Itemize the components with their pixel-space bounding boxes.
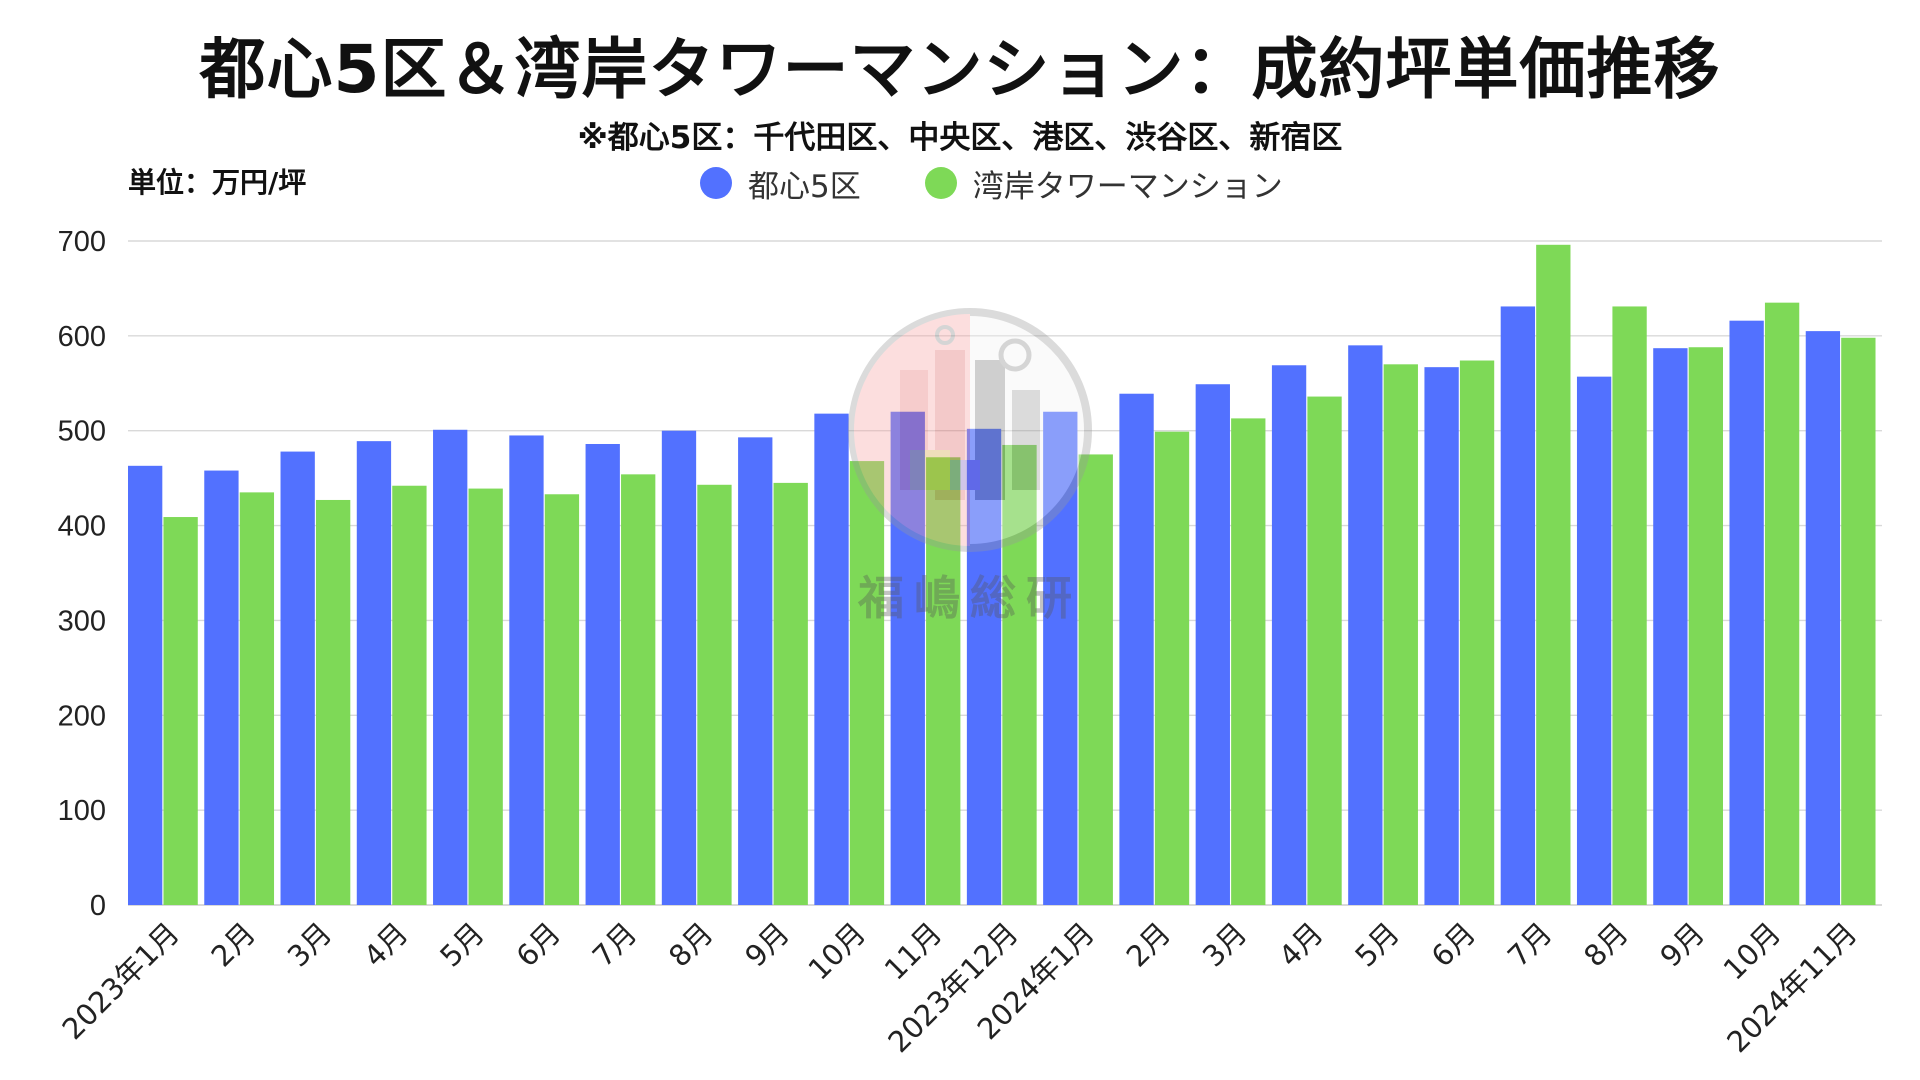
y-tick-label: 300 bbox=[58, 605, 106, 637]
x-tick-label: 8月 bbox=[1577, 916, 1635, 974]
x-tick-label: 3月 bbox=[281, 916, 339, 974]
chart-title: 都心5区＆湾岸タワーマンション：成約坪単価推移 bbox=[199, 31, 1721, 108]
x-tick-label: 2月 bbox=[205, 916, 263, 974]
legend-label-series-2: 湾岸タワーマンション bbox=[972, 168, 1283, 205]
bar-series-1-19 bbox=[1576, 376, 1612, 905]
bar-series-1-17 bbox=[1424, 367, 1459, 905]
legend-item-series-1: 都心5区 bbox=[700, 161, 861, 206]
y-tick-label: 700 bbox=[58, 226, 106, 258]
y-axis-ticks: 0 100 200 300 400 500 600 700 bbox=[58, 226, 106, 922]
bar-series-1-10 bbox=[890, 411, 925, 905]
bar-series-2-5 bbox=[544, 494, 580, 905]
bar-series-1-2 bbox=[280, 451, 315, 905]
x-tick-label: 5月 bbox=[433, 916, 491, 974]
bar-series-2-10 bbox=[926, 457, 961, 905]
x-tick-label: 10月 bbox=[1717, 916, 1788, 987]
bar-series-2-22 bbox=[1841, 337, 1876, 905]
bar-series-1-21 bbox=[1729, 320, 1764, 905]
legend-swatch-series-1 bbox=[700, 167, 732, 199]
bar-series-2-19 bbox=[1612, 306, 1647, 905]
bar-series-2-17 bbox=[1459, 360, 1495, 905]
bar-series-1-7 bbox=[661, 430, 697, 905]
y-tick-label: 200 bbox=[58, 700, 106, 732]
x-tick-label: 3月 bbox=[1196, 916, 1254, 974]
x-tick-label: 9月 bbox=[1653, 916, 1711, 974]
bar-series-2-6 bbox=[621, 474, 656, 905]
legend-swatch-series-2 bbox=[924, 167, 957, 199]
bars bbox=[128, 244, 1876, 906]
bar-series-1-18 bbox=[1500, 306, 1536, 905]
bar-series-2-20 bbox=[1688, 347, 1723, 905]
bar-series-1-13 bbox=[1119, 393, 1154, 905]
bar-series-2-15 bbox=[1307, 396, 1342, 905]
bar-series-1-11 bbox=[966, 428, 1002, 905]
bar-series-1-14 bbox=[1195, 384, 1230, 906]
x-tick-label: 7月 bbox=[1501, 916, 1559, 974]
bar-series-2-3 bbox=[392, 485, 427, 905]
bar-series-1-15 bbox=[1271, 365, 1307, 906]
bar-series-2-4 bbox=[468, 488, 503, 905]
bar-series-1-9 bbox=[814, 413, 849, 905]
unit-label: 単位：万円/坪 bbox=[128, 166, 307, 199]
x-tick-label: 5月 bbox=[1348, 916, 1406, 974]
legend-item-series-2: 湾岸タワーマンション bbox=[924, 161, 1283, 206]
bar-series-2-8 bbox=[773, 482, 808, 905]
bar-series-2-0 bbox=[163, 517, 198, 905]
legend: 都心5区 湾岸タワーマンション bbox=[700, 161, 1347, 206]
bar-series-1-20 bbox=[1653, 348, 1688, 905]
x-tick-label: 2023年1月 bbox=[56, 916, 186, 1046]
legend-label-series-1: 都心5区 bbox=[748, 168, 861, 205]
x-tick-label: 10月 bbox=[802, 916, 873, 987]
bar-series-2-21 bbox=[1764, 302, 1800, 906]
x-tick-label: 6月 bbox=[510, 916, 568, 974]
x-tick-label: 2月 bbox=[1120, 916, 1178, 974]
bar-series-2-2 bbox=[315, 499, 351, 905]
bar-series-2-14 bbox=[1231, 418, 1266, 905]
bar-series-1-5 bbox=[509, 435, 544, 905]
x-tick-label: 6月 bbox=[1425, 916, 1483, 974]
bar-series-2-9 bbox=[849, 461, 885, 905]
bar-series-2-7 bbox=[697, 484, 732, 905]
x-tick-label: 4月 bbox=[357, 916, 415, 974]
y-tick-label: 600 bbox=[58, 321, 106, 353]
bar-series-1-6 bbox=[585, 443, 620, 905]
bar-series-2-1 bbox=[239, 492, 275, 905]
bar-series-1-16 bbox=[1348, 345, 1383, 905]
bar-series-1-22 bbox=[1805, 331, 1841, 906]
y-tick-label: 0 bbox=[90, 890, 106, 922]
x-tick-label: 7月 bbox=[586, 916, 644, 974]
bar-series-1-4 bbox=[433, 429, 468, 905]
chart-subtitle: ※都心5区：千代田区、中央区、港区、渋谷区、新宿区 bbox=[577, 120, 1343, 156]
bar-series-1-12 bbox=[1043, 411, 1078, 905]
y-tick-label: 100 bbox=[58, 795, 106, 827]
bar-series-1-3 bbox=[356, 441, 392, 905]
x-tick-label: 4月 bbox=[1272, 916, 1330, 974]
bar-series-1-8 bbox=[738, 437, 773, 905]
y-tick-label: 400 bbox=[58, 511, 106, 543]
y-tick-label: 500 bbox=[58, 416, 106, 448]
bar-series-2-13 bbox=[1154, 431, 1190, 905]
bar-series-2-12 bbox=[1078, 454, 1113, 905]
x-tick-label: 11月 bbox=[878, 916, 949, 987]
x-tick-label: 8月 bbox=[662, 916, 720, 974]
bar-series-2-18 bbox=[1536, 244, 1571, 905]
bar-series-1-0 bbox=[128, 465, 163, 905]
bar-series-2-16 bbox=[1383, 364, 1418, 905]
x-tick-label: 9月 bbox=[738, 916, 796, 974]
x-axis-ticks: 2023年1月 2月 3月 4月 5月 6月 7月 8月 9月 10月 11月2023年12月202… bbox=[56, 916, 1864, 1059]
bar-series-1-1 bbox=[204, 470, 239, 905]
bar-series-2-11 bbox=[1002, 444, 1037, 905]
